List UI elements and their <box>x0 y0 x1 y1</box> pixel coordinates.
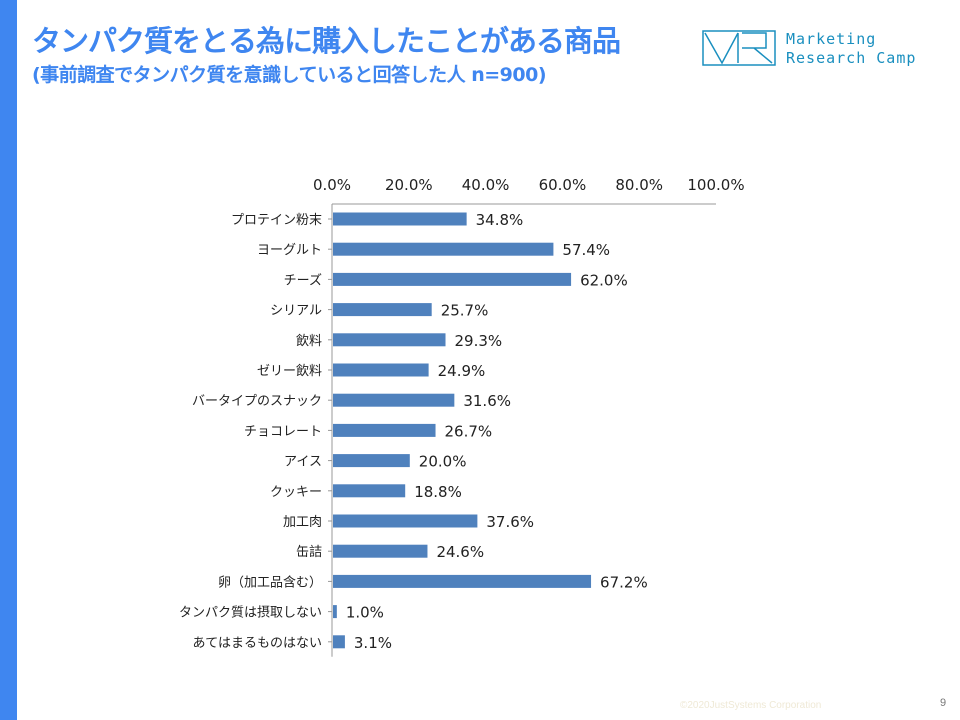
x-tick-label: 40.0% <box>462 176 510 194</box>
category-label: 加工肉 <box>283 515 322 530</box>
logo-line-1: Marketing <box>786 30 877 48</box>
data-label: 29.3% <box>455 332 503 350</box>
page-title: タンパク質をとる為に購入したことがある商品 <box>32 24 621 58</box>
category-label: ヨーグルト <box>257 243 322 258</box>
bar <box>333 574 592 588</box>
logo-mark-icon <box>702 30 776 66</box>
data-label: 67.2% <box>600 573 648 591</box>
bar <box>333 514 478 528</box>
category-label: クッキー <box>270 485 322 500</box>
bar <box>333 605 337 619</box>
category-label: アイス <box>284 455 322 470</box>
logo-line-2: Research Camp <box>786 49 917 67</box>
bar <box>333 484 406 498</box>
data-label: 25.7% <box>441 302 489 320</box>
bar <box>333 303 432 317</box>
data-label: 31.6% <box>463 392 511 410</box>
category-label: 缶詰 <box>296 544 322 560</box>
bar <box>333 212 467 226</box>
data-label: 62.0% <box>580 271 628 289</box>
category-label: チョコレート <box>244 424 322 439</box>
data-label: 26.7% <box>445 422 493 440</box>
data-label: 20.0% <box>419 453 467 471</box>
bar <box>333 393 455 407</box>
category-label: プロテイン粉末 <box>231 213 322 228</box>
copyright: ©2020JustSystems Corporation <box>680 700 822 711</box>
data-label: 1.0% <box>346 604 384 622</box>
bar <box>333 423 436 437</box>
logo-text: Marketing Research Camp <box>786 30 916 68</box>
x-tick-label: 0.0% <box>313 176 351 194</box>
page-number: 9 <box>940 697 947 709</box>
page-subtitle: (事前調査でタンパク質を意識していると回答した人 n=900) <box>32 64 547 86</box>
category-label: シリアル <box>270 304 322 319</box>
data-label: 57.4% <box>562 241 610 259</box>
bar <box>333 544 428 558</box>
category-label: タンパク質は摂取しない <box>179 605 322 621</box>
data-label: 37.6% <box>486 513 534 531</box>
x-tick-label: 80.0% <box>615 176 663 194</box>
category-label: 卵（加工品含む） <box>218 574 322 590</box>
data-label: 3.1% <box>354 634 392 652</box>
data-label: 24.6% <box>436 543 484 561</box>
category-label: チーズ <box>284 272 322 288</box>
bar <box>333 363 429 377</box>
x-tick-label: 20.0% <box>385 176 433 194</box>
data-label: 34.8% <box>476 211 524 229</box>
category-label: 飲料 <box>296 333 322 349</box>
bar <box>333 272 572 286</box>
category-label: バータイプのスナック <box>192 394 322 409</box>
bar <box>333 333 446 347</box>
category-label: あてはまるものはない <box>193 636 322 651</box>
bar <box>333 454 410 468</box>
category-label: ゼリー飲料 <box>257 363 322 379</box>
accent-sidebar <box>0 0 17 720</box>
x-tick-label: 60.0% <box>539 176 587 194</box>
bar <box>333 635 345 649</box>
data-label: 24.9% <box>438 362 486 380</box>
data-label: 18.8% <box>414 483 462 501</box>
x-tick-label: 100.0% <box>687 176 744 194</box>
bar <box>333 242 554 256</box>
